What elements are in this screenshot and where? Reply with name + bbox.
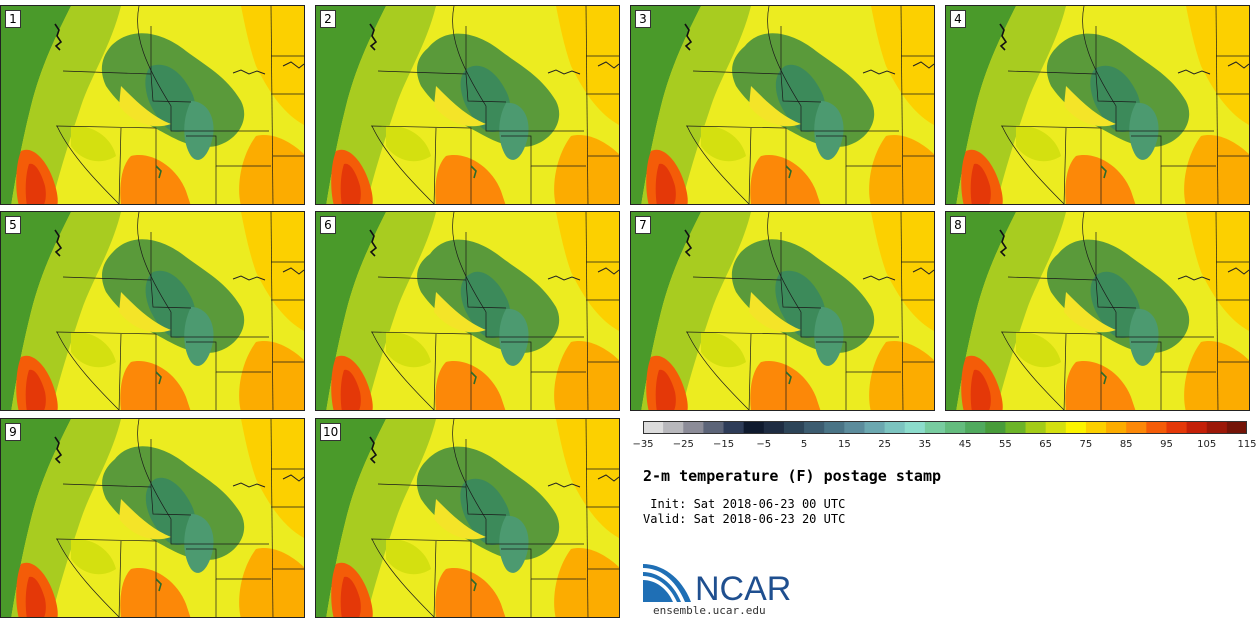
map-panel-2: 2 [315, 5, 620, 205]
map-panel-10: 10 [315, 418, 620, 618]
colorbar-swatch [1226, 421, 1247, 434]
colorbar-tick-label: −35 [632, 439, 654, 450]
logo-url: ensemble.ucar.edu [653, 604, 766, 617]
colorbar-swatch [723, 421, 745, 434]
map-panel-4: 4 [945, 5, 1250, 205]
valid-time: Valid: Sat 2018-06-23 20 UTC [643, 512, 846, 526]
colorbar-swatch [1206, 421, 1228, 434]
init-time: Init: Sat 2018-06-23 00 UTC [643, 497, 846, 511]
colorbar-swatch [1045, 421, 1067, 434]
colorbar-swatch [924, 421, 946, 434]
logo-text: NCAR [695, 570, 791, 604]
map-panel-6: 6 [315, 211, 620, 411]
panel-number: 6 [320, 216, 336, 234]
colorbar-swatch [1146, 421, 1167, 434]
colorbar-tick-label: 25 [878, 439, 891, 450]
panel-number: 4 [950, 10, 966, 28]
colorbar-swatch [824, 421, 845, 434]
colorbar-tick-label: 95 [1160, 439, 1173, 450]
colorbar-tick-label: 15 [837, 439, 851, 450]
colorbar-swatch [1186, 421, 1208, 434]
colorbar-tick-label: 55 [999, 439, 1012, 450]
colorbar-swatch [804, 421, 825, 434]
panel-number: 9 [5, 423, 21, 441]
colorbar-swatch [1065, 421, 1087, 434]
panel-number: 8 [950, 216, 966, 234]
temperature-map [1, 419, 304, 617]
panel-number: 5 [5, 216, 21, 234]
map-panel-3: 3 [630, 5, 935, 205]
colorbar-tick-label: 85 [1119, 439, 1133, 450]
colorbar-tick-label: 45 [958, 439, 972, 450]
panel-number: 2 [320, 10, 336, 28]
ncar-logo: NCAR [643, 564, 791, 604]
colorbar-tick-label: −5 [756, 439, 772, 450]
colorbar-swatch [1085, 421, 1107, 434]
colorbar-swatch [884, 421, 906, 434]
colorbar-swatch [904, 421, 926, 434]
colorbar-swatch [985, 421, 1006, 434]
map-panel-7: 7 [630, 211, 935, 411]
colorbar-swatch [844, 421, 865, 434]
colorbar-tick-label: 35 [918, 439, 932, 450]
colorbar-tick-label: 5 [800, 439, 808, 450]
colorbar-swatch [1166, 421, 1188, 434]
temperature-map [631, 212, 934, 410]
temperature-map [946, 212, 1249, 410]
colorbar-tick-label: −15 [712, 439, 735, 450]
colorbar-tick-label: −25 [672, 439, 694, 450]
map-panel-8: 8 [945, 211, 1250, 411]
colorbar-tick-label: 105 [1197, 439, 1217, 450]
colorbar-swatch [1106, 421, 1127, 434]
temperature-map [316, 212, 619, 410]
colorbar-tick-labels: −35 −25 −15 −5 5 15 25 35 45 55 65 75 85 95 105 115 [630, 439, 1260, 455]
temperature-map [946, 6, 1249, 204]
temperature-map [316, 419, 619, 617]
panel-number: 3 [635, 10, 651, 28]
colorbar-tick-label: 75 [1079, 439, 1093, 450]
colorbar-swatch [1126, 421, 1147, 434]
temperature-map [1, 212, 304, 410]
chart-title: 2-m temperature (F) postage stamp [643, 467, 942, 485]
temperature-colorbar [643, 421, 1247, 434]
temperature-map [631, 6, 934, 204]
colorbar-tick-label: 65 [1039, 439, 1053, 450]
colorbar-swatch [683, 421, 704, 434]
colorbar-swatch [1025, 421, 1047, 434]
panel-number: 10 [320, 423, 342, 441]
colorbar-swatch [763, 421, 785, 434]
colorbar-swatch [663, 421, 684, 434]
colorbar-swatch [743, 421, 765, 434]
colorbar-swatch [965, 421, 986, 434]
colorbar-swatch [945, 421, 966, 434]
colorbar-tick-label: 115 [1237, 439, 1257, 450]
colorbar-swatch [864, 421, 886, 434]
colorbar-swatch [643, 421, 664, 434]
map-panel-9: 9 [0, 418, 305, 618]
temperature-map [316, 6, 619, 204]
temperature-map [1, 6, 304, 204]
colorbar-swatch [1005, 421, 1027, 434]
colorbar-swatch [703, 421, 725, 434]
map-panel-5: 5 [0, 211, 305, 411]
map-panel-1: 1 [0, 5, 305, 205]
colorbar-swatch [783, 421, 805, 434]
panel-number: 7 [635, 216, 651, 234]
panel-number: 1 [5, 10, 21, 28]
